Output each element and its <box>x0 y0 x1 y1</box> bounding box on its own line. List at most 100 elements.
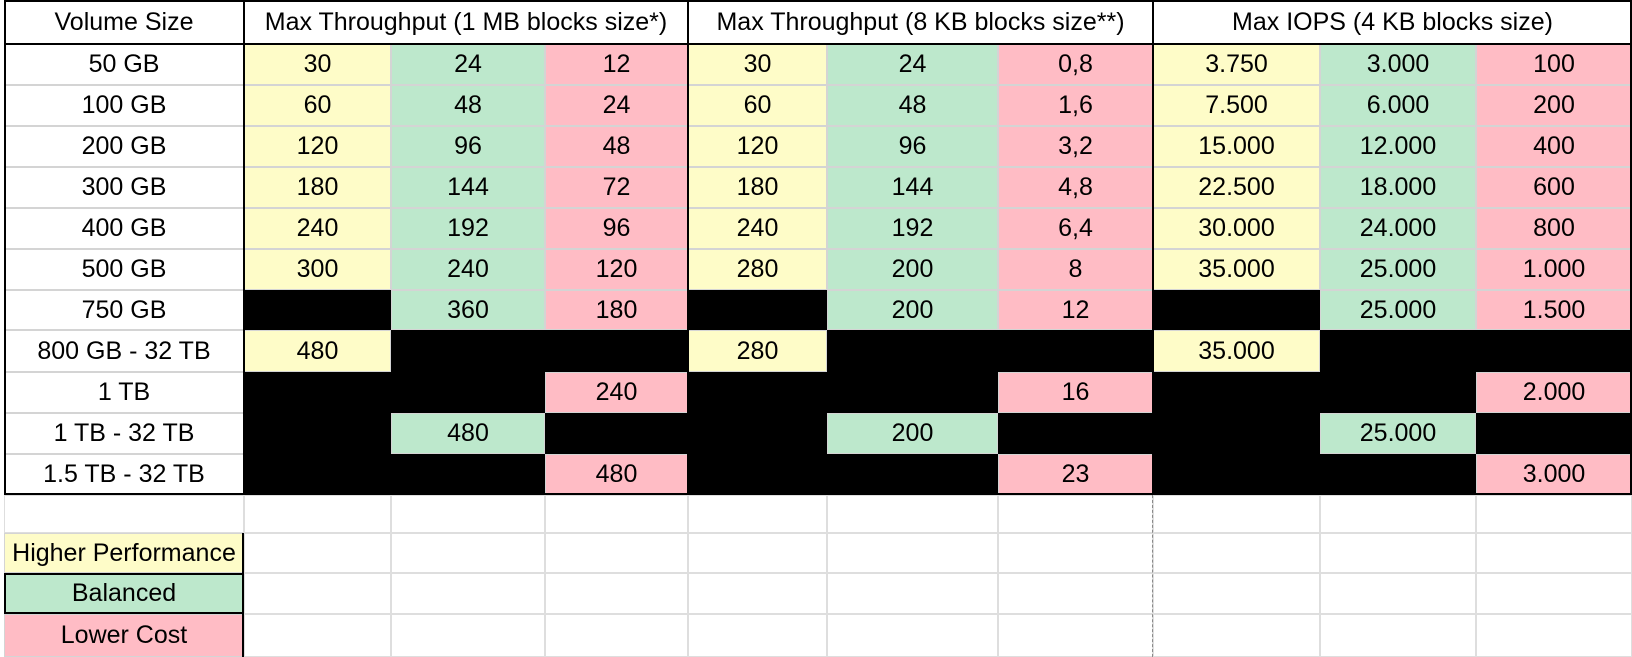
empty-cell[interactable] <box>998 495 1153 533</box>
unavailable-cell[interactable] <box>998 330 1153 372</box>
value-cell[interactable]: 3.000 <box>1476 454 1632 495</box>
unavailable-cell[interactable] <box>1153 413 1320 454</box>
empty-cell[interactable] <box>1153 573 1320 614</box>
value-cell[interactable]: 3.000 <box>1320 44 1476 85</box>
unavailable-cell[interactable] <box>1153 454 1320 495</box>
header-throughput-1mb[interactable]: Max Throughput (1 MB blocks size*) <box>244 0 688 44</box>
value-cell[interactable]: 400 <box>1476 126 1632 167</box>
empty-cell[interactable] <box>4 495 244 533</box>
empty-cell[interactable] <box>1476 614 1632 657</box>
value-cell[interactable]: 30 <box>244 44 391 85</box>
unavailable-cell[interactable] <box>1320 372 1476 413</box>
unavailable-cell[interactable] <box>688 413 827 454</box>
legend-lower-cost[interactable]: Lower Cost <box>4 614 244 657</box>
value-cell[interactable]: 22.500 <box>1153 167 1320 208</box>
unavailable-cell[interactable] <box>1153 290 1320 330</box>
empty-cell[interactable] <box>244 495 391 533</box>
empty-cell[interactable] <box>391 573 545 614</box>
value-cell[interactable]: 12 <box>998 290 1153 330</box>
value-cell[interactable]: 240 <box>688 208 827 249</box>
value-cell[interactable]: 12 <box>545 44 688 85</box>
volume-size-cell[interactable]: 100 GB <box>4 85 244 126</box>
unavailable-cell[interactable] <box>244 454 391 495</box>
unavailable-cell[interactable] <box>545 330 688 372</box>
empty-cell[interactable] <box>1476 533 1632 573</box>
value-cell[interactable]: 48 <box>827 85 998 126</box>
unavailable-cell[interactable] <box>391 454 545 495</box>
value-cell[interactable]: 25.000 <box>1320 249 1476 290</box>
empty-cell[interactable] <box>688 614 827 657</box>
value-cell[interactable]: 16 <box>998 372 1153 413</box>
value-cell[interactable]: 96 <box>545 208 688 249</box>
unavailable-cell[interactable] <box>1320 454 1476 495</box>
unavailable-cell[interactable] <box>827 372 998 413</box>
value-cell[interactable]: 3,2 <box>998 126 1153 167</box>
empty-cell[interactable] <box>1476 495 1632 533</box>
value-cell[interactable]: 8 <box>998 249 1153 290</box>
value-cell[interactable]: 120 <box>545 249 688 290</box>
value-cell[interactable]: 120 <box>688 126 827 167</box>
value-cell[interactable]: 24.000 <box>1320 208 1476 249</box>
unavailable-cell[interactable] <box>391 372 545 413</box>
unavailable-cell[interactable] <box>1476 330 1632 372</box>
volume-size-cell[interactable]: 1 TB <box>4 372 244 413</box>
legend-balanced[interactable]: Balanced <box>4 573 244 614</box>
empty-cell[interactable] <box>244 614 391 657</box>
empty-cell[interactable] <box>1320 573 1476 614</box>
unavailable-cell[interactable] <box>688 290 827 330</box>
unavailable-cell[interactable] <box>244 290 391 330</box>
volume-size-cell[interactable]: 500 GB <box>4 249 244 290</box>
value-cell[interactable]: 280 <box>688 249 827 290</box>
value-cell[interactable]: 200 <box>827 290 998 330</box>
value-cell[interactable]: 48 <box>545 126 688 167</box>
value-cell[interactable]: 280 <box>688 330 827 372</box>
unavailable-cell[interactable] <box>827 454 998 495</box>
value-cell[interactable]: 25.000 <box>1320 290 1476 330</box>
value-cell[interactable]: 192 <box>391 208 545 249</box>
empty-cell[interactable] <box>1320 614 1476 657</box>
value-cell[interactable]: 600 <box>1476 167 1632 208</box>
header-throughput-8kb[interactable]: Max Throughput (8 KB blocks size**) <box>688 0 1153 44</box>
empty-cell[interactable] <box>244 533 391 573</box>
empty-cell[interactable] <box>545 495 688 533</box>
value-cell[interactable]: 192 <box>827 208 998 249</box>
value-cell[interactable]: 144 <box>827 167 998 208</box>
empty-cell[interactable] <box>827 573 998 614</box>
volume-size-cell[interactable]: 200 GB <box>4 126 244 167</box>
value-cell[interactable]: 100 <box>1476 44 1632 85</box>
value-cell[interactable]: 240 <box>244 208 391 249</box>
value-cell[interactable]: 18.000 <box>1320 167 1476 208</box>
header-iops-4kb[interactable]: Max IOPS (4 KB blocks size) <box>1153 0 1632 44</box>
value-cell[interactable]: 30.000 <box>1153 208 1320 249</box>
value-cell[interactable]: 23 <box>998 454 1153 495</box>
empty-cell[interactable] <box>998 614 1153 657</box>
value-cell[interactable]: 480 <box>545 454 688 495</box>
value-cell[interactable]: 60 <box>688 85 827 126</box>
value-cell[interactable]: 800 <box>1476 208 1632 249</box>
value-cell[interactable]: 240 <box>545 372 688 413</box>
empty-cell[interactable] <box>688 573 827 614</box>
value-cell[interactable]: 24 <box>545 85 688 126</box>
value-cell[interactable]: 12.000 <box>1320 126 1476 167</box>
empty-cell[interactable] <box>827 533 998 573</box>
value-cell[interactable]: 1.500 <box>1476 290 1632 330</box>
volume-size-cell[interactable]: 50 GB <box>4 44 244 85</box>
value-cell[interactable]: 144 <box>391 167 545 208</box>
value-cell[interactable]: 30 <box>688 44 827 85</box>
value-cell[interactable]: 200 <box>827 249 998 290</box>
value-cell[interactable]: 1.000 <box>1476 249 1632 290</box>
value-cell[interactable]: 6,4 <box>998 208 1153 249</box>
volume-size-cell[interactable]: 1 TB - 32 TB <box>4 413 244 454</box>
value-cell[interactable]: 35.000 <box>1153 249 1320 290</box>
value-cell[interactable]: 300 <box>244 249 391 290</box>
empty-cell[interactable] <box>688 533 827 573</box>
empty-cell[interactable] <box>1153 533 1320 573</box>
empty-cell[interactable] <box>391 614 545 657</box>
empty-cell[interactable] <box>545 573 688 614</box>
empty-cell[interactable] <box>545 614 688 657</box>
value-cell[interactable]: 2.000 <box>1476 372 1632 413</box>
volume-size-cell[interactable]: 300 GB <box>4 167 244 208</box>
empty-cell[interactable] <box>391 533 545 573</box>
value-cell[interactable]: 4,8 <box>998 167 1153 208</box>
unavailable-cell[interactable] <box>244 413 391 454</box>
